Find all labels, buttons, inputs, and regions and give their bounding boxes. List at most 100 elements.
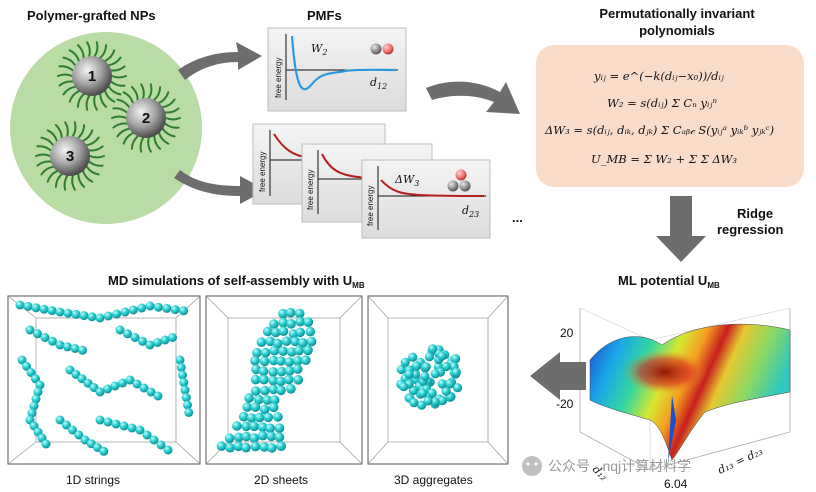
md-sphere [259, 442, 270, 452]
md-sphere [409, 398, 419, 408]
surface-plot: 20 0 -20 6.04 d₁₂ d₁₃ = d₂₃ [556, 307, 791, 491]
arrow-ml-to-md [530, 352, 586, 400]
pmf-front-ylabel: free energy [366, 186, 375, 226]
md-sphere [78, 345, 87, 355]
md-sphere [162, 303, 172, 313]
md-sphere [178, 370, 187, 380]
md-sphere [285, 307, 296, 318]
md-sphere [295, 327, 306, 338]
md-sphere [15, 300, 25, 310]
md-sphere [127, 423, 137, 433]
md-sphere [95, 415, 105, 425]
pmf-front-curve-label: ΔW [394, 173, 416, 186]
md-sphere [268, 384, 279, 395]
md-sphere [249, 433, 260, 443]
md-sphere [400, 357, 410, 367]
md-sphere [61, 420, 71, 430]
md-sphere [250, 386, 261, 396]
pmf-top-curve-label: W [311, 42, 324, 55]
md-sphere [137, 303, 147, 313]
pmf-front-xlabel-sub: 23 [468, 210, 479, 219]
md-sphere [273, 412, 283, 422]
md-caption-2d: 2D sheets [254, 473, 308, 487]
md-sphere [260, 385, 270, 396]
md-sphere [404, 369, 414, 379]
md-sphere [306, 336, 317, 347]
md-sphere [246, 413, 257, 423]
md-sphere [149, 435, 159, 445]
md-sphere [250, 402, 261, 412]
md-sphere [268, 402, 279, 413]
md-sphere [156, 440, 166, 450]
md-sphere [128, 305, 138, 315]
md-sphere [287, 347, 297, 357]
watermark: 公众号 · nqj计算材料学 [522, 456, 691, 476]
md-sphere [451, 354, 461, 364]
md-sphere [298, 338, 308, 348]
md-sphere [252, 348, 262, 358]
md-sphere [145, 340, 155, 350]
md-sphere [274, 432, 285, 443]
pmf-front-curve [380, 179, 485, 197]
md-sphere [301, 355, 311, 366]
md-sphere [445, 379, 455, 389]
md-sphere [47, 306, 57, 316]
md-sphere [55, 340, 65, 350]
md-sphere [95, 387, 105, 397]
svg-text:d12: d12 [370, 76, 387, 91]
watermark-text: 公众号 · nqj计算材料学 [548, 458, 691, 474]
md-sphere [251, 364, 261, 375]
md-sphere [179, 378, 189, 387]
nanoparticle-label: 2 [142, 110, 150, 127]
arrow-np-to-pmf-bottom [174, 170, 266, 204]
md-sphere [175, 355, 185, 365]
md-sphere [412, 361, 422, 371]
md-sphere [26, 368, 36, 377]
md-panel-2d: 2D sheets [205, 295, 363, 487]
svg-text:W2: W2 [311, 42, 327, 57]
md-sphere [441, 361, 451, 372]
md-sphere [265, 423, 276, 434]
pmf-top-curve [290, 35, 397, 91]
md-sphere [31, 303, 41, 313]
md-sphere [451, 367, 461, 377]
md-sphere [118, 378, 127, 388]
ridge-line1: Ridge [737, 206, 773, 221]
pip-title-line1: Permutationally invariant [599, 6, 755, 21]
md-sphere [17, 355, 27, 365]
arrow-np-to-pmf-top [178, 42, 262, 80]
nanoparticle-2: 2 [111, 83, 181, 153]
md-sphere [63, 308, 73, 318]
md-sphere [22, 361, 31, 371]
md-sphere [33, 329, 42, 339]
md-sphere [29, 401, 39, 411]
nanoparticle-sphere [72, 56, 112, 96]
md-sphere [27, 408, 37, 418]
md-sphere [244, 393, 254, 403]
md-sphere [68, 425, 77, 435]
pmf-top-gray-particle [370, 43, 382, 55]
md-sphere [259, 374, 269, 385]
md-sphere [179, 306, 189, 316]
md-sphere [168, 333, 177, 342]
md-sphere [74, 430, 84, 440]
md-sphere [272, 338, 283, 349]
pmf-top-ylabel: free energy [274, 58, 283, 98]
md-sphere [290, 336, 301, 347]
md-sphere [103, 311, 113, 321]
md-sphere [276, 385, 286, 396]
md-sphere [238, 411, 249, 422]
md-sphere [396, 364, 406, 375]
md-sphere [276, 366, 287, 377]
md-sphere [139, 383, 149, 393]
md-sphere [224, 433, 235, 444]
md-sphere [430, 397, 440, 407]
equation-1: yᵢⱼ = e^(−k(dᵢⱼ−x₀))/dᵢⱼ [593, 69, 725, 83]
md-sphere [41, 439, 51, 449]
md-sphere [184, 408, 194, 417]
md-sphere [263, 412, 274, 423]
svg-text:d23: d23 [462, 204, 479, 219]
md-sphere [112, 309, 122, 319]
